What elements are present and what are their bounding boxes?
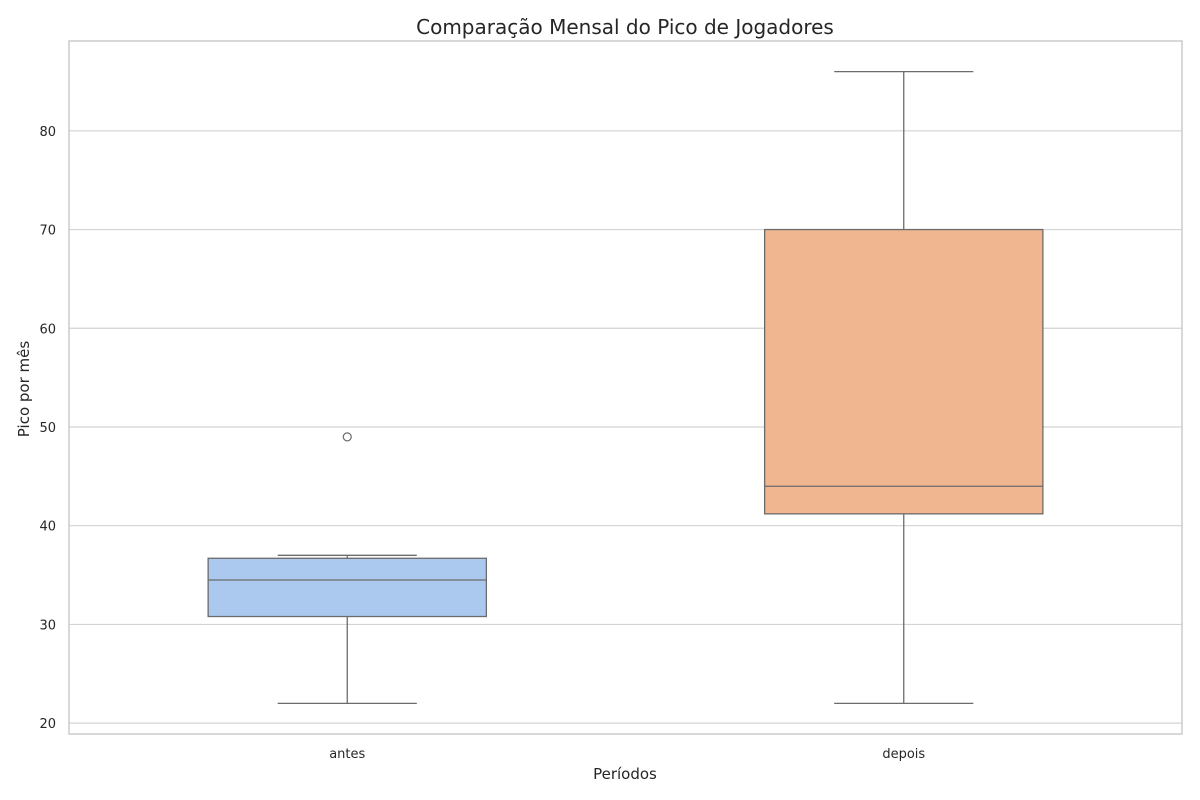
y-tick-label: 30 [39,618,56,633]
x-axis-label: Períodos [593,765,657,783]
y-tick-label: 60 [39,322,56,337]
y-tick-label: 70 [39,224,56,239]
chart-title: Comparação Mensal do Pico de Jogadores [416,15,834,39]
y-tick-label: 80 [39,125,56,140]
grid-lines [69,130,1182,724]
y-tick-labels: 20 30 40 50 60 70 80 [39,125,56,732]
iqr-box [207,557,488,618]
plot-frame [68,40,1183,735]
box-antes [207,432,488,705]
y-tick-label: 20 [39,717,56,732]
y-tick-label: 40 [39,520,56,535]
x-tick-labels: antes depois [329,747,925,762]
x-tick-label: depois [882,747,925,762]
outlier-point [342,432,352,442]
x-tick-label: antes [329,747,365,762]
box-layer [207,70,1044,705]
y-tick-label: 50 [39,421,56,436]
y-axis-label: Pico por mês [15,341,33,438]
box-depois [763,70,1044,705]
iqr-box [763,228,1044,515]
